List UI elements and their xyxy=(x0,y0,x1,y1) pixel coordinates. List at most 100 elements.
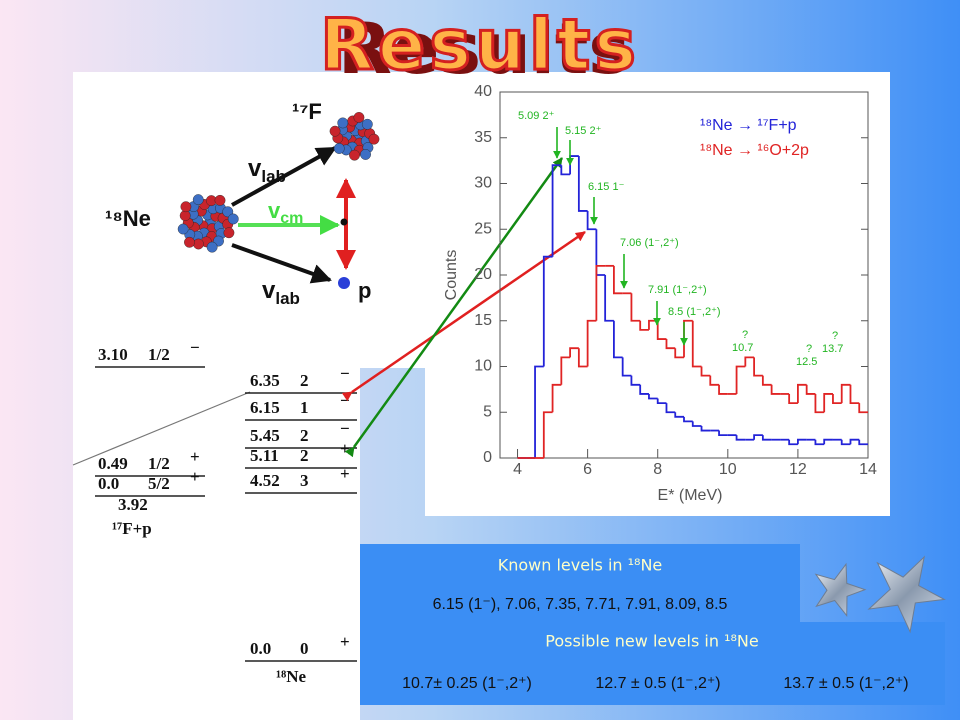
histogram-bin xyxy=(788,393,798,404)
histogram-bin xyxy=(849,438,860,445)
histogram-bin xyxy=(849,384,860,404)
histogram-bin xyxy=(814,439,825,446)
level-spin: 3 xyxy=(300,471,309,490)
new-box xyxy=(360,622,945,705)
legend-entry: ¹⁸Ne → ¹⁶O+2p xyxy=(700,142,809,159)
subscript: lab xyxy=(261,167,286,186)
level-energy: 5.45 xyxy=(250,426,280,445)
y-axis-label: Counts xyxy=(443,250,460,301)
histogram-bin xyxy=(683,416,693,423)
histogram-bin xyxy=(551,164,562,257)
annotation: 10.7 xyxy=(732,342,753,354)
level-parity: + xyxy=(340,439,350,458)
y-tick-label: 35 xyxy=(474,129,492,146)
y-tick-label: 5 xyxy=(483,403,492,420)
x-tick-label: 4 xyxy=(513,461,522,478)
level-parity: + xyxy=(340,464,350,483)
annotation-flag: ? xyxy=(742,329,748,341)
velocity-label: vlab xyxy=(248,155,286,186)
box-text: 6.15 (1⁻), 7.06, 7.35, 7.71, 7.91, 8.09,… xyxy=(433,596,728,613)
histogram-bin xyxy=(542,411,553,458)
histogram-bin xyxy=(674,348,684,359)
x-tick-label: 6 xyxy=(583,461,592,478)
level-energy: 6.15 xyxy=(250,398,280,417)
symbol: v xyxy=(248,155,262,182)
histogram-bin xyxy=(744,356,755,367)
nucleon xyxy=(177,223,189,235)
level-parity: − xyxy=(340,391,350,410)
histogram-bin xyxy=(621,357,632,377)
y-tick-label: 0 xyxy=(483,449,492,466)
annotation: 5.09 2⁺ xyxy=(518,110,555,122)
box-heading: Possible new levels in ¹⁸Ne xyxy=(545,632,758,651)
level-energy: 3.10 xyxy=(98,345,128,364)
proton xyxy=(338,277,350,289)
histogram-bin xyxy=(569,347,579,358)
level-energy: 0.0 xyxy=(250,639,271,658)
histogram-bin xyxy=(665,339,676,350)
histogram-bin xyxy=(630,375,641,386)
histogram-bin xyxy=(613,265,623,295)
histogram-bin xyxy=(630,293,641,322)
link-arrow xyxy=(344,157,564,458)
symbol: v xyxy=(262,277,276,304)
histogram-bin xyxy=(639,384,649,395)
histogram-bin xyxy=(858,403,868,414)
histogram-bin xyxy=(797,438,807,445)
level-spin: 2 xyxy=(300,426,309,445)
nucleon xyxy=(349,149,360,161)
level-spin: 2 xyxy=(300,371,309,390)
level-energy: 0.0 xyxy=(98,474,119,493)
level-spin: 2 xyxy=(300,446,309,465)
histogram-bin xyxy=(656,320,667,340)
level-parity: + xyxy=(340,632,350,651)
histogram-bin xyxy=(586,319,597,367)
histogram-bin xyxy=(770,384,781,395)
level-energy: 6.35 xyxy=(250,371,280,390)
histogram-bin xyxy=(648,393,658,400)
nucleon xyxy=(333,143,345,154)
star xyxy=(814,562,867,618)
title-shadow: Results xyxy=(338,8,630,90)
level-spin: 1 xyxy=(300,398,309,417)
box-text: 10.7± 0.25 (1⁻,2⁺) xyxy=(402,675,532,692)
histogram-bin xyxy=(840,439,851,446)
nucleon xyxy=(361,118,373,130)
nucleon xyxy=(360,149,371,160)
annotation: 7.91 (1⁻,2⁺) xyxy=(648,284,707,296)
nucleon xyxy=(214,194,226,206)
annotation: 8.5 (1⁻,2⁺) xyxy=(668,306,721,318)
nucleon xyxy=(329,125,341,137)
level-spin: 5/2 xyxy=(148,474,170,493)
arrow xyxy=(231,243,332,284)
nucleon xyxy=(180,201,192,213)
histogram-bin xyxy=(814,393,825,414)
level-parity: + xyxy=(190,447,200,466)
subscript: cm xyxy=(280,210,303,227)
histogram-bin xyxy=(586,210,597,231)
annotation: 5.15 2⁺ xyxy=(565,125,602,137)
histogram-bin xyxy=(613,320,623,359)
box-text: 13.7 ± 0.5 (1⁻,2⁺) xyxy=(783,675,908,692)
nucleon xyxy=(184,236,195,248)
annotation: 13.7 xyxy=(822,343,843,355)
arrow xyxy=(231,146,337,207)
histogram-bin xyxy=(691,320,702,368)
histogram-bin xyxy=(805,384,816,395)
histogram-bin xyxy=(577,156,588,212)
histogram-bin xyxy=(560,356,571,385)
histogram-bin xyxy=(753,357,763,377)
scheme-label: ¹⁷F+p xyxy=(112,519,152,538)
level-parity: − xyxy=(340,419,350,438)
nucleon xyxy=(206,241,218,253)
histogram-bin xyxy=(595,264,606,321)
histogram-bin xyxy=(788,439,798,446)
nucleon xyxy=(368,133,380,145)
known-box xyxy=(360,544,800,622)
histogram-bin xyxy=(709,375,720,386)
connector xyxy=(72,391,251,466)
histogram-bin xyxy=(665,403,676,414)
dot xyxy=(340,218,348,226)
level-parity: + xyxy=(190,467,200,486)
